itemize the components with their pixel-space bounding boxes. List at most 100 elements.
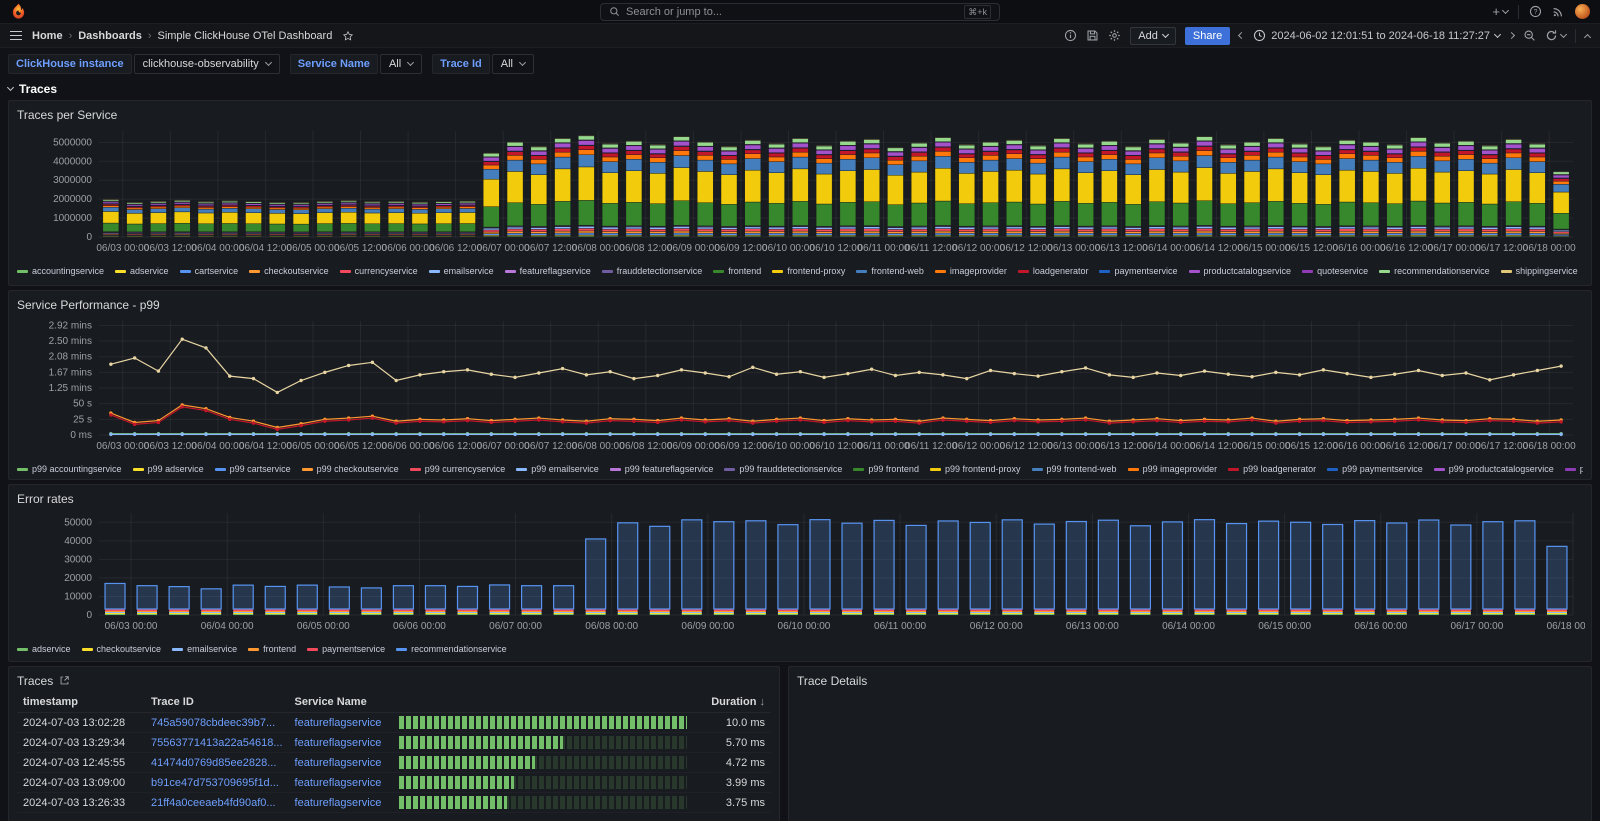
bar-segment-frontend-proxy[interactable]: [1029, 173, 1047, 205]
legend-item[interactable]: p99 imageprovider: [1127, 464, 1217, 474]
bar-segment-recommendationservice[interactable]: [649, 144, 666, 149]
error-bar-segment-checkoutservice[interactable]: [809, 613, 830, 614]
bar-segment-emailservice[interactable]: [625, 226, 643, 230]
bar-segment-productcatalogservice[interactable]: [340, 202, 357, 205]
error-bar-segment-frontend[interactable]: [1322, 611, 1343, 612]
bar-segment-checkoutservice[interactable]: [1457, 231, 1475, 234]
error-bar-segment-frontend[interactable]: [1258, 611, 1279, 612]
bar-segment-recommendationservice[interactable]: [744, 140, 761, 145]
bar-segment-imageprovider[interactable]: [601, 156, 619, 162]
bar-segment-recommendationservice[interactable]: [1410, 137, 1427, 142]
bar-segment-shippingservice[interactable]: [958, 144, 975, 146]
bar-segment-frontend-proxy[interactable]: [697, 171, 714, 203]
bar-segment-frontend-web[interactable]: [483, 168, 500, 180]
bar-segment-frontend-web[interactable]: [720, 163, 738, 175]
bar-segment-recommendationservice[interactable]: [578, 135, 595, 141]
bar-segment-shippingservice[interactable]: [530, 146, 548, 148]
bar-segment-frontend-web[interactable]: [673, 155, 690, 168]
error-bar-segment-adservice[interactable]: [1482, 614, 1503, 615]
bar-segment-recommendationservice[interactable]: [1291, 143, 1308, 149]
bar-segment-checkoutservice[interactable]: [1172, 231, 1189, 234]
error-bar-segment-adservice[interactable]: [713, 614, 734, 615]
bar-segment-frontend-web[interactable]: [1101, 159, 1118, 171]
bar-segment-frontend-web[interactable]: [982, 159, 999, 172]
bar-segment-recommendationservice[interactable]: [1220, 144, 1237, 149]
bar-segment-loadgenerator[interactable]: [1481, 154, 1498, 159]
bar-segment-shippingservice[interactable]: [1529, 143, 1546, 145]
bar-segment-frontend-web[interactable]: [863, 157, 880, 170]
bar-segment-shippingservice[interactable]: [720, 146, 738, 148]
bar-segment-frontend-proxy[interactable]: [1124, 174, 1142, 205]
bar-segment-frontend[interactable]: [1291, 203, 1308, 227]
error-bar-segment-emailservice[interactable]: [1066, 612, 1087, 613]
bar-segment-shippingservice[interactable]: [1267, 137, 1285, 139]
bar-segment-checkoutservice[interactable]: [1243, 231, 1261, 234]
cell-service-name-link[interactable]: featureflagservice: [288, 772, 393, 793]
bar-segment-emailservice[interactable]: [1029, 227, 1047, 230]
error-bar-segment-emailservice[interactable]: [617, 612, 638, 613]
bar-segment-frontend[interactable]: [934, 200, 952, 226]
bar-segment-emailservice[interactable]: [1315, 227, 1332, 230]
bar-segment-loadgenerator[interactable]: [839, 150, 857, 155]
error-bar-segment-emailservice[interactable]: [361, 612, 382, 613]
bar-segment-frontend-web[interactable]: [269, 209, 286, 214]
error-bar-segment-checkoutservice[interactable]: [329, 613, 350, 614]
bar-segment-imageprovider[interactable]: [1077, 156, 1094, 162]
bar-segment-recommendationservice[interactable]: [554, 138, 571, 143]
bar-segment-currencyservice[interactable]: [863, 228, 880, 232]
bar-segment-productcatalogservice[interactable]: [792, 142, 809, 148]
bar-segment-frontend[interactable]: [126, 223, 143, 233]
error-bar-segment-frontend[interactable]: [1034, 611, 1055, 612]
bar-segment-frontend[interactable]: [1029, 203, 1047, 227]
bar-segment-shippingservice[interactable]: [197, 201, 215, 203]
legend-item[interactable]: frontend-proxy: [772, 266, 845, 276]
bar-segment-frontend-proxy[interactable]: [1457, 170, 1475, 203]
bar-segment-frontend-web[interactable]: [316, 208, 334, 213]
bar-segment-frontend-web[interactable]: [744, 158, 761, 171]
bar-segment-frontend-proxy[interactable]: [958, 173, 975, 204]
bar-segment-frontend[interactable]: [1101, 202, 1118, 226]
bar-segment-frontend-web[interactable]: [697, 159, 714, 172]
bar-segment-loadgenerator[interactable]: [911, 152, 928, 157]
error-bar-segment-paymentservice[interactable]: [745, 608, 766, 611]
bar-segment-frontend-web[interactable]: [1172, 160, 1189, 173]
bar-segment-loadgenerator[interactable]: [1386, 153, 1403, 158]
error-bar-segment-recommendationservice[interactable]: [1161, 521, 1184, 610]
legend-item[interactable]: quoteservice: [1302, 266, 1368, 276]
bar-segment-productcatalogservice[interactable]: [982, 146, 999, 152]
legend-item[interactable]: loadgenerator: [1017, 266, 1088, 276]
bar-segment-recommendationservice[interactable]: [530, 146, 548, 151]
bar-segment-currencyservice[interactable]: [1434, 228, 1451, 232]
error-bar-segment-emailservice[interactable]: [489, 612, 510, 613]
bar-segment-currencyservice[interactable]: [744, 228, 761, 232]
bar-segment-frontend[interactable]: [1172, 202, 1189, 227]
bar-segment-frontend-proxy[interactable]: [364, 212, 381, 224]
bar-segment-frontend-web[interactable]: [197, 208, 215, 214]
bar-segment-checkoutservice[interactable]: [1338, 231, 1356, 234]
bar-segment-checkoutservice[interactable]: [1291, 231, 1308, 234]
bar-segment-imageprovider[interactable]: [292, 208, 310, 210]
error-bar-segment-adservice[interactable]: [393, 614, 414, 615]
bar-segment-frontend-web[interactable]: [601, 161, 619, 173]
bar-segment-frontend[interactable]: [887, 204, 904, 227]
bar-segment-loadgenerator[interactable]: [1267, 147, 1285, 153]
error-bar-segment-adservice[interactable]: [1354, 614, 1375, 615]
bar-segment-checkoutservice[interactable]: [1196, 230, 1213, 234]
bar-segment-checkoutservice[interactable]: [1006, 231, 1023, 234]
bar-segment-frontend-proxy[interactable]: [1552, 191, 1570, 214]
bar-segment-productcatalogservice[interactable]: [1124, 150, 1142, 156]
bar-segment-cartservice[interactable]: [1386, 233, 1403, 236]
bar-segment-imageprovider[interactable]: [1267, 151, 1285, 158]
bar-segment-frontend-proxy[interactable]: [221, 212, 238, 224]
bar-segment-productcatalogservice[interactable]: [1386, 149, 1403, 154]
bar-segment-imageprovider[interactable]: [863, 152, 880, 159]
bar-segment-shippingservice[interactable]: [506, 141, 524, 143]
bar-segment-checkoutservice[interactable]: [1148, 230, 1166, 234]
bar-segment-checkoutservice[interactable]: [530, 231, 548, 234]
bar-segment-frontend-web[interactable]: [1505, 157, 1522, 170]
bar-segment-emailservice[interactable]: [1529, 227, 1546, 230]
save-dashboard-icon[interactable]: [1086, 29, 1099, 42]
error-bar-segment-adservice[interactable]: [137, 614, 158, 615]
bar-segment-productcatalogservice[interactable]: [1362, 146, 1380, 152]
bar-segment-productcatalogservice[interactable]: [150, 203, 167, 206]
